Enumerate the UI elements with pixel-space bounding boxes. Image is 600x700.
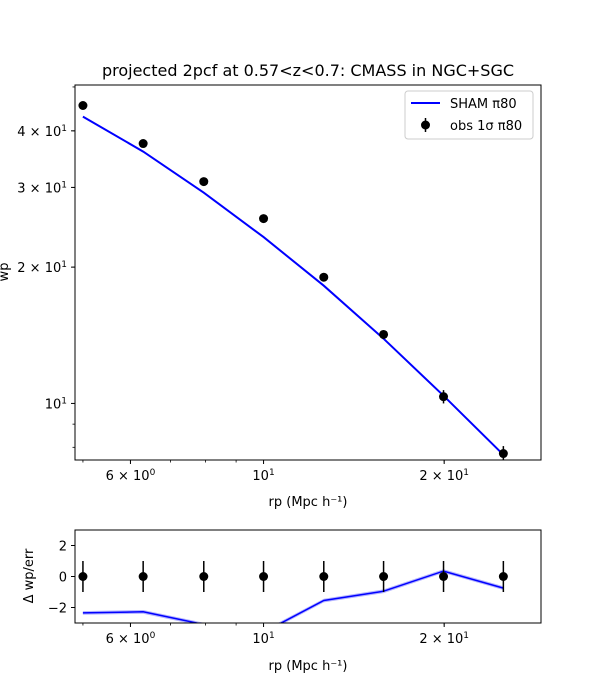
residual-x-tick-label: 2 × 101	[419, 631, 469, 647]
main-y-axis-label: wp	[0, 263, 12, 282]
main-x-axis-label: rp (Mpc h⁻¹)	[269, 495, 348, 510]
sham-model-line	[82, 115, 505, 456]
residual-x-tick-label: 6 × 100	[106, 631, 156, 647]
y-tick-label: 101	[45, 396, 67, 412]
legend-swatch-obs-marker	[421, 120, 430, 130]
residual-x-tick-label: 101	[252, 631, 274, 647]
main-axes-frame	[74, 84, 542, 461]
obs-point	[439, 392, 449, 402]
obs-point	[379, 329, 389, 339]
residual-y-tick-label: −2	[48, 602, 67, 617]
y-tick-label: 2 × 101	[17, 260, 67, 276]
y-tick-label: 4 × 101	[17, 124, 67, 140]
residual-model-band	[82, 569, 504, 623]
residual-y-tick-label: 0	[59, 571, 67, 586]
legend-label-sham: SHAM π80	[450, 97, 517, 112]
residual-point	[498, 572, 508, 581]
legend: SHAM π80 obs 1σ π80	[404, 90, 534, 140]
residual-point	[319, 572, 329, 581]
legend-label-obs: obs 1σ π80	[450, 119, 522, 134]
residual-point	[439, 572, 449, 581]
obs-point	[319, 272, 329, 282]
obs-point	[78, 101, 88, 111]
chart-title: projected 2pcf at 0.57<z<0.7: CMASS in N…	[102, 61, 514, 80]
residual-point	[138, 572, 148, 581]
x-tick-label: 101	[252, 468, 274, 484]
residual-point	[78, 572, 88, 581]
main-plot-area	[78, 101, 508, 460]
residual-y-axis-label: Δ wp/err	[22, 548, 37, 603]
residual-point	[259, 572, 269, 581]
y-tick-label: 3 × 101	[17, 180, 67, 196]
residual-x-axis-label: rp (Mpc h⁻¹)	[269, 659, 348, 674]
residual-y-tick-label: 2	[59, 540, 67, 555]
residual-model-line	[82, 570, 504, 623]
obs-point	[138, 139, 148, 149]
main-axes-ticks: 6 × 100 101 2 × 101 101 2 × 101 3 × 101 4 × 10…	[17, 86, 469, 484]
residual-plot-area	[78, 561, 508, 623]
residual-axes-ticks: 6 × 100 101 2 × 101 2 0 −2	[48, 540, 469, 648]
obs-point	[498, 449, 508, 459]
obs-point	[259, 214, 269, 224]
residual-point	[199, 572, 209, 581]
x-tick-label: 6 × 100	[106, 468, 156, 484]
residual-point	[379, 572, 389, 581]
x-tick-label: 2 × 101	[419, 468, 469, 484]
obs-point	[199, 177, 209, 187]
